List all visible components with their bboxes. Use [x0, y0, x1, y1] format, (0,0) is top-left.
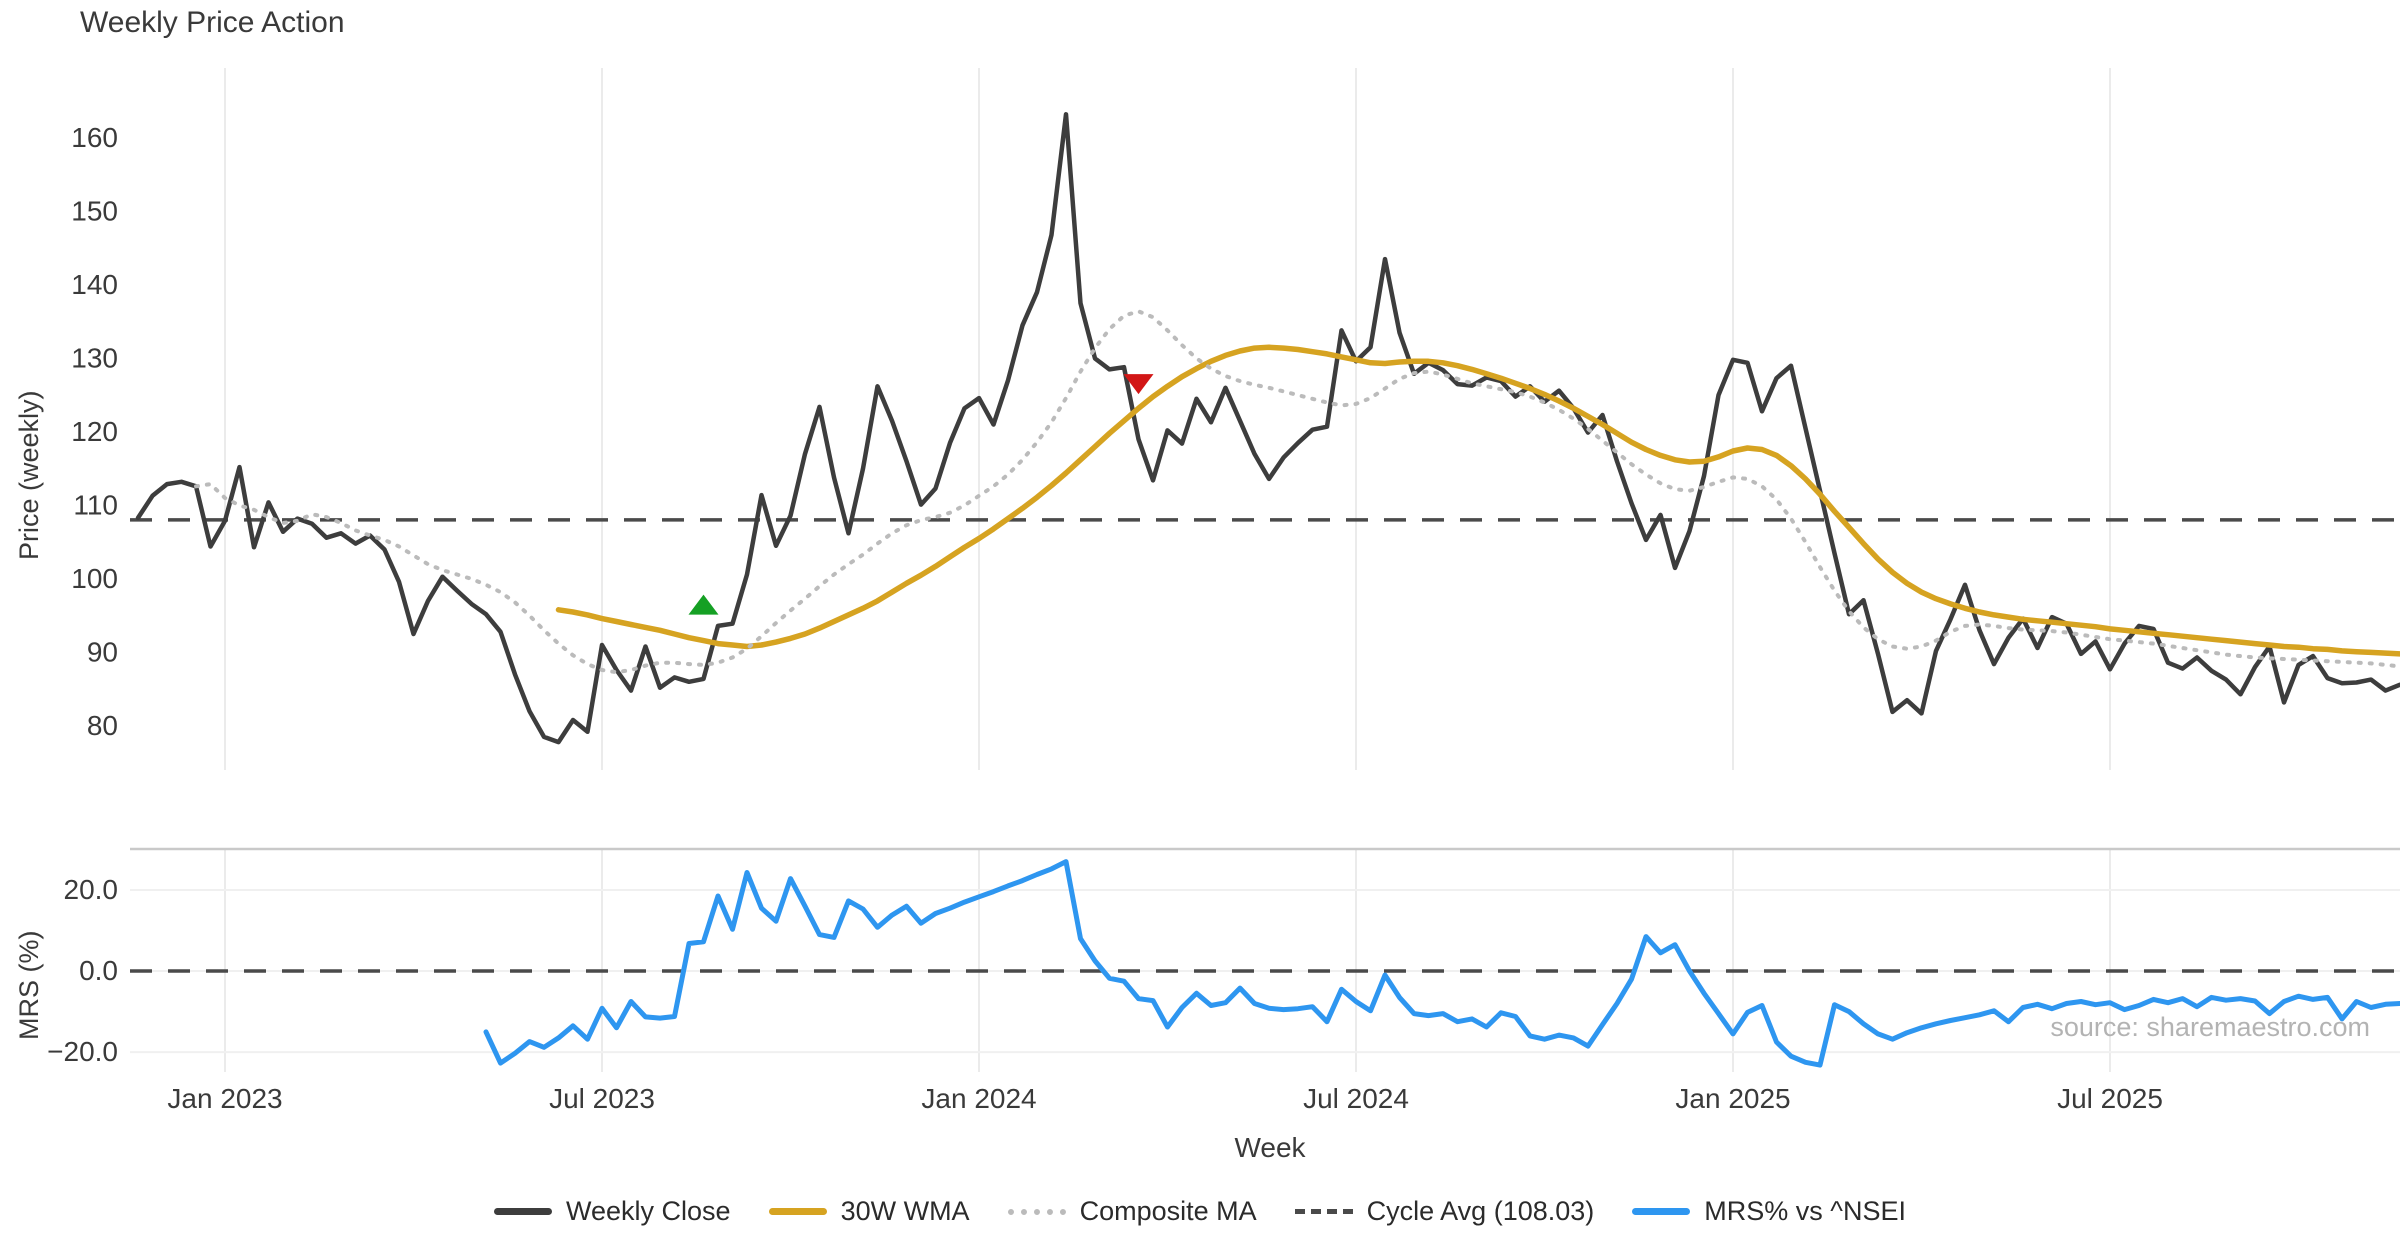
price-tick-label: 90 — [87, 636, 118, 667]
price-tick-label: 120 — [71, 416, 118, 447]
legend-item-cycle-avg[interactable]: Cycle Avg (108.03) — [1294, 1196, 1595, 1227]
x-tick-label: Jan 2025 — [1675, 1083, 1790, 1114]
legend-item-wma[interactable]: 30W WMA — [768, 1196, 970, 1227]
mrs-tick-label: 0.0 — [79, 955, 118, 986]
sell-signal-icon — [1123, 374, 1154, 395]
x-axis-title: Week — [1234, 1132, 1306, 1163]
composite-dotted-line-icon — [1007, 1208, 1066, 1215]
series-MRS% vs ^NSEI — [483, 859, 2400, 1068]
price-tick-label: 130 — [71, 342, 118, 373]
price-tick-label: 100 — [71, 563, 118, 594]
legend-label: Cycle Avg (108.03) — [1366, 1196, 1595, 1226]
x-tick-label: Jul 2024 — [1303, 1083, 1409, 1114]
price-tick-label: 80 — [87, 710, 118, 741]
x-tick-label: Jul 2025 — [2057, 1083, 2163, 1114]
price-tick-label: 140 — [71, 269, 118, 300]
page-title: Weekly Price Action — [80, 6, 345, 39]
signal-markers — [688, 374, 1154, 615]
x-tick-label: Jul 2023 — [549, 1083, 655, 1114]
gridlines — [130, 68, 2400, 1072]
mrs-line-icon — [1632, 1208, 1691, 1215]
mrs-tick-label: −20.0 — [47, 1036, 118, 1067]
axis-tick-labels: Jan 2023 Jul 2023 Jan 2024 Jul 2024 Jan 2025… — [47, 122, 2163, 1114]
chart-legend: Weekly Close 30W WMA Composite MA Cycle … — [0, 1196, 2400, 1227]
price-tick-label: 110 — [73, 489, 118, 520]
legend-label: Composite MA — [1079, 1196, 1257, 1226]
series-Weekly Close — [135, 112, 2400, 745]
series-Composite MA — [194, 309, 2400, 675]
price-tick-label: 150 — [71, 195, 118, 226]
legend-label: Weekly Close — [566, 1196, 731, 1226]
cycle-avg-dashed-line-icon — [1294, 1209, 1353, 1214]
legend-item-weekly-close[interactable]: Weekly Close — [494, 1196, 731, 1227]
x-tick-label: Jan 2024 — [921, 1083, 1036, 1114]
series-lines — [135, 112, 2400, 1068]
x-tick-label: Jan 2023 — [167, 1083, 282, 1114]
price-tick-label: 160 — [71, 122, 118, 153]
mrs-tick-label: 20.0 — [64, 874, 119, 905]
legend-label: MRS% vs ^NSEI — [1704, 1196, 1906, 1226]
legend-item-composite[interactable]: Composite MA — [1007, 1196, 1257, 1227]
legend-label: 30W WMA — [840, 1196, 970, 1226]
weekly-close-line-icon — [494, 1208, 552, 1215]
source-watermark: source: sharemaestro.com — [2050, 1012, 2370, 1042]
reference-lines — [130, 518, 2400, 973]
buy-signal-icon — [688, 594, 719, 615]
series-30W WMA — [555, 344, 2400, 657]
legend-item-mrs[interactable]: MRS% vs ^NSEI — [1632, 1196, 1906, 1227]
wma-line-icon — [768, 1208, 827, 1215]
